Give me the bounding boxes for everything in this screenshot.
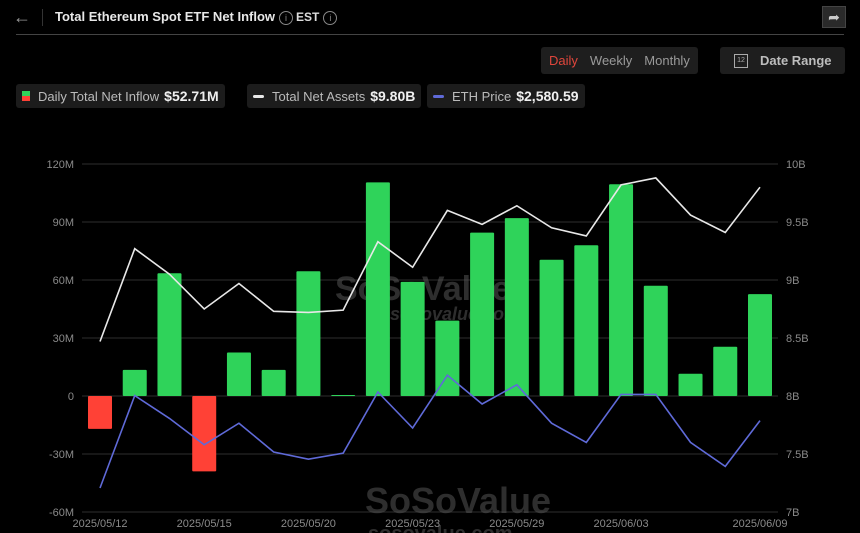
x-axis-labels: 2025/05/12 2025/05/15 2025/05/20 2025/05/23… xyxy=(72,518,787,530)
inflow-bar[interactable] xyxy=(331,395,356,397)
svg-text:9B: 9B xyxy=(786,275,799,287)
svg-text:-60M: -60M xyxy=(49,507,74,519)
svg-text:2025/05/12: 2025/05/12 xyxy=(72,518,127,530)
svg-text:30M: 30M xyxy=(53,333,74,345)
divider xyxy=(42,9,43,26)
inflow-bar[interactable] xyxy=(643,285,668,396)
svg-text:2025/05/23: 2025/05/23 xyxy=(385,518,440,530)
inflow-bar[interactable] xyxy=(226,352,251,397)
svg-text:120M: 120M xyxy=(46,159,74,171)
back-arrow-icon[interactable]: ← xyxy=(13,7,31,27)
inflow-bar[interactable] xyxy=(678,373,703,396)
inflow-bar[interactable] xyxy=(574,245,599,396)
chart-area: 120M 90M 60M 30M 0 -30M -60M 10B 9.5B 9B 8.5B 8B 7.… xyxy=(46,159,809,533)
legend-eth-price[interactable]: ETH Price $2,580.59 xyxy=(427,84,585,108)
inflow-bar[interactable] xyxy=(435,320,460,396)
svg-text:90M: 90M xyxy=(53,217,74,229)
total-net-assets-line xyxy=(99,177,761,342)
tab-weekly[interactable]: Weekly xyxy=(589,53,633,68)
svg-text:10B: 10B xyxy=(786,159,806,171)
svg-text:-30M: -30M xyxy=(49,449,74,461)
inflow-bar[interactable] xyxy=(122,369,147,396)
share-icon: ➦ xyxy=(828,9,840,25)
date-range-label: Date Range xyxy=(760,53,832,68)
svg-text:2025/05/20: 2025/05/20 xyxy=(281,518,336,530)
page-title: Total Ethereum Spot ETF Net Inflow i xyxy=(55,9,294,25)
eth-price-line xyxy=(99,374,761,489)
tab-daily[interactable]: Daily xyxy=(549,53,578,68)
svg-text:2025/06/09: 2025/06/09 xyxy=(732,518,787,530)
inflow-bar[interactable] xyxy=(192,396,217,472)
svg-text:7.5B: 7.5B xyxy=(786,449,809,461)
svg-text:9.5B: 9.5B xyxy=(786,217,809,229)
inflow-bar[interactable] xyxy=(609,184,634,396)
gridlines xyxy=(82,163,778,513)
header: ← Total Ethereum Spot ETF Net Inflow i ES… xyxy=(0,0,860,35)
inflow-bars xyxy=(88,182,772,472)
svg-text:0: 0 xyxy=(68,391,74,403)
timezone-info-icon[interactable]: i xyxy=(323,10,338,25)
inflow-bar[interactable] xyxy=(261,369,286,396)
svg-text:2025/06/03: 2025/06/03 xyxy=(594,518,649,530)
legend-assets[interactable]: Total Net Assets $9.80B xyxy=(247,84,422,108)
info-icon[interactable]: i xyxy=(279,10,294,25)
assets-line-icon xyxy=(253,94,264,98)
left-axis-labels: 120M 90M 60M 30M 0 -30M -60M xyxy=(46,159,74,519)
svg-text:sosovalue.com: sosovalue.com xyxy=(368,523,513,533)
inflow-bar[interactable] xyxy=(157,273,182,396)
legend-inflow[interactable]: Daily Total Net Inflow $52.71M xyxy=(16,84,225,108)
inflow-bar[interactable] xyxy=(296,271,321,396)
date-range-button[interactable]: 12 Date Range xyxy=(720,47,845,74)
svg-text:7B: 7B xyxy=(786,507,799,519)
timezone-label: EST i xyxy=(296,10,338,25)
inflow-bar[interactable] xyxy=(88,396,112,429)
share-button[interactable]: ➦ xyxy=(822,6,846,28)
svg-text:8.5B: 8.5B xyxy=(786,333,809,345)
inflow-swatch-icon xyxy=(22,91,30,101)
svg-text:8B: 8B xyxy=(786,391,799,403)
price-line-icon xyxy=(433,94,444,98)
right-axis-labels: 10B 9.5B 9B 8.5B 8B 7.5B 7B xyxy=(786,159,809,519)
svg-text:2025/05/29: 2025/05/29 xyxy=(489,518,544,530)
header-divider xyxy=(16,34,844,35)
inflow-bar[interactable] xyxy=(400,281,425,396)
period-selector: Daily Weekly Monthly xyxy=(541,47,698,74)
inflow-bar[interactable] xyxy=(365,182,390,396)
inflow-bar[interactable] xyxy=(539,259,564,396)
svg-text:SoSoValue: SoSoValue xyxy=(365,480,551,521)
svg-text:2025/05/15: 2025/05/15 xyxy=(177,518,232,530)
tab-monthly[interactable]: Monthly xyxy=(644,53,690,68)
calendar-icon: 12 xyxy=(734,53,748,68)
inflow-bar[interactable] xyxy=(748,294,772,396)
inflow-bar[interactable] xyxy=(504,218,529,396)
inflow-bar[interactable] xyxy=(713,346,738,396)
inflow-bar[interactable] xyxy=(470,232,495,396)
svg-text:60M: 60M xyxy=(53,275,74,287)
